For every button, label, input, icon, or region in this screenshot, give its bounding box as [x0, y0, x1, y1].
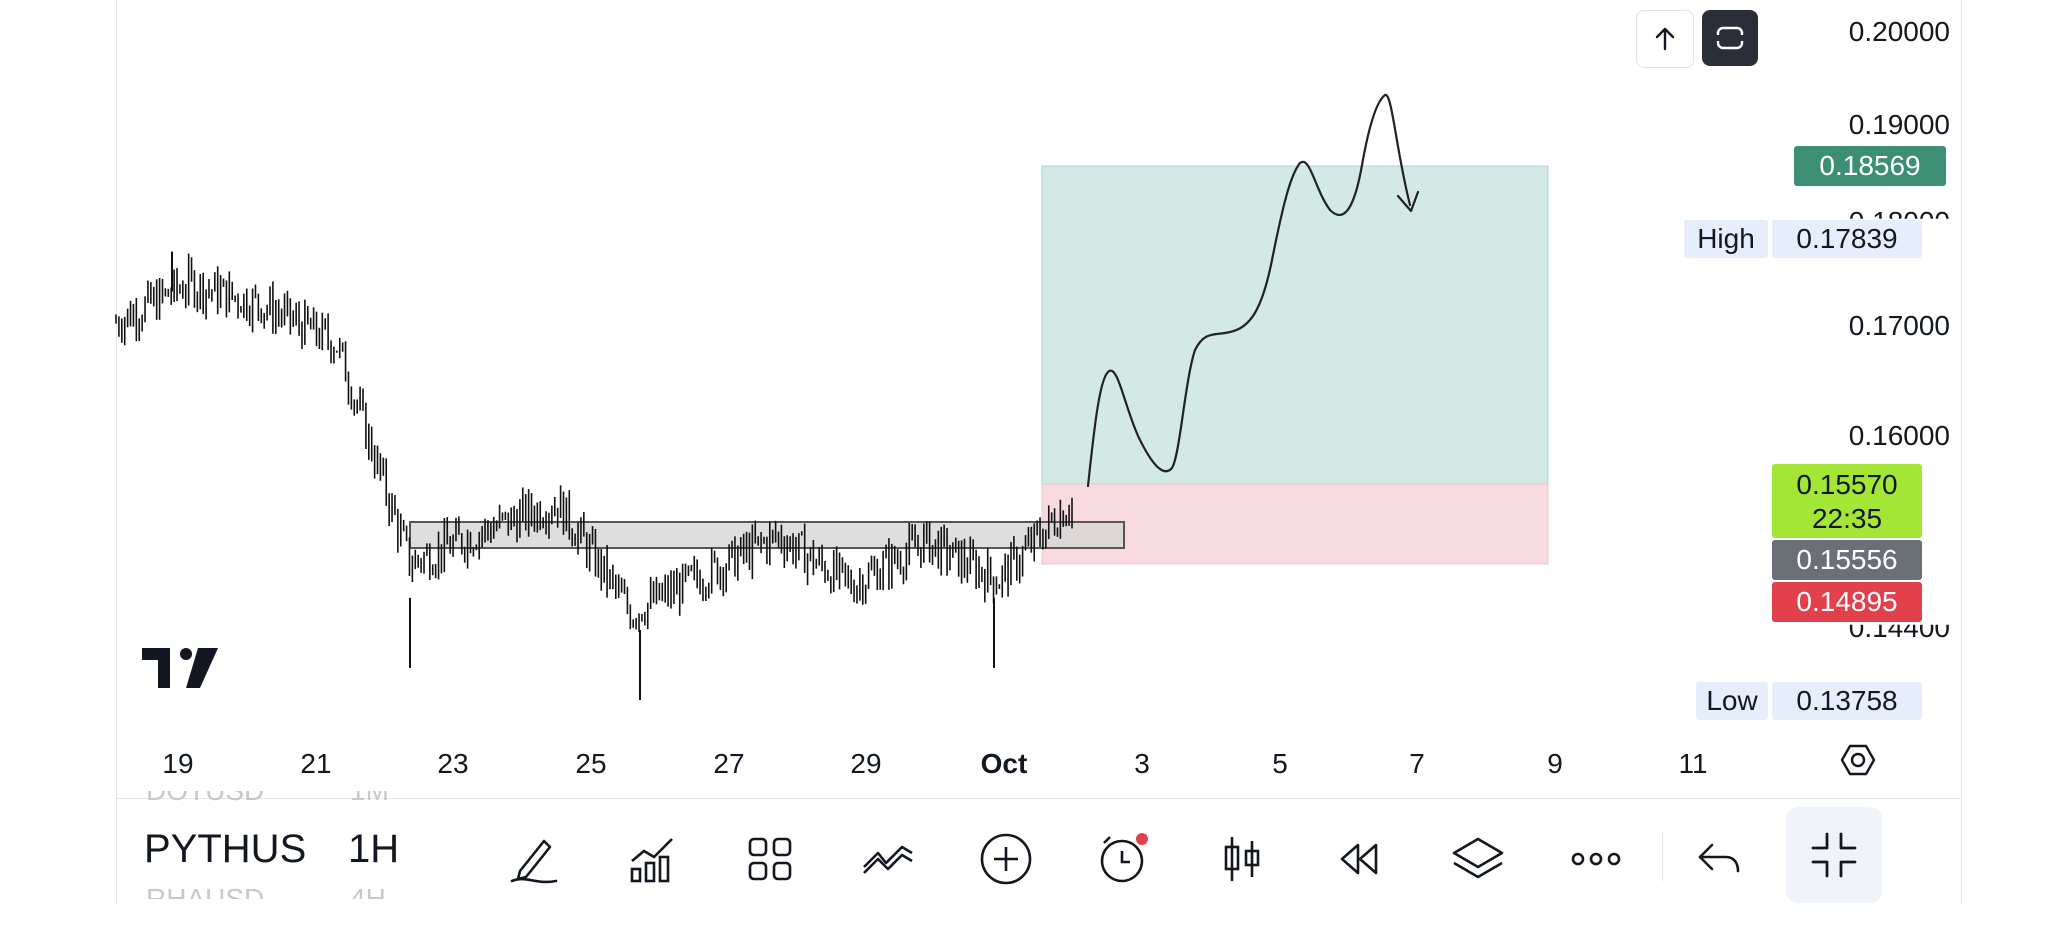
fullscreen-icon	[1716, 26, 1744, 50]
undo-button[interactable]	[1690, 829, 1750, 889]
profit-zone	[1041, 165, 1549, 485]
chart-type-button[interactable]	[1212, 829, 1272, 889]
toolbar-divider	[1662, 833, 1663, 881]
replay-icon	[1340, 843, 1378, 875]
low-value: 0.13758	[1772, 682, 1922, 720]
compare-icon	[863, 845, 913, 874]
x-axis-label: 11	[1678, 748, 1708, 779]
x-axis-label: 5	[1272, 748, 1288, 779]
layers-icon	[1452, 837, 1504, 879]
loss-zone	[1041, 483, 1549, 565]
exit-fullscreen-icon	[1811, 832, 1857, 878]
chart-canvas[interactable]	[0, 0, 2048, 800]
draw-button[interactable]	[504, 829, 564, 889]
fullscreen-button[interactable]	[1702, 10, 1758, 66]
x-axis-label: 3	[1134, 748, 1150, 779]
x-axis-label: 21	[300, 748, 332, 779]
y-axis-label: 0.17000	[1848, 310, 1950, 341]
y-axis-label: 0.20000	[1848, 16, 1950, 47]
low-label: Low	[1696, 682, 1768, 720]
target-price-tag: 0.18569	[1794, 146, 1946, 186]
arrow-up-icon	[1655, 27, 1675, 51]
x-axis-label: 7	[1409, 748, 1425, 779]
stop-price-tag: 0.14895	[1772, 582, 1922, 622]
current-price: 0.15570	[1796, 469, 1898, 500]
chart-frame[interactable]	[116, 0, 1962, 904]
projection-drawing	[1086, 93, 1420, 488]
interval-selector[interactable]: 1H	[348, 827, 400, 871]
draw-icon	[510, 839, 558, 884]
settings-icon[interactable]	[1838, 740, 1878, 780]
compare-button[interactable]	[858, 829, 918, 889]
x-axis-label: 9	[1547, 748, 1563, 779]
add-button[interactable]	[976, 829, 1036, 889]
x-axis-label: 27	[713, 748, 745, 779]
indicators-button[interactable]	[622, 829, 682, 889]
templates-icon	[748, 837, 792, 881]
interval-next: 4H	[350, 883, 386, 914]
symbol-next: RHAUSD	[146, 883, 265, 914]
price-candles	[115, 251, 1073, 700]
high-label: High	[1684, 220, 1768, 258]
candle-countdown: 22:35	[1811, 503, 1883, 534]
layers-button[interactable]	[1448, 829, 1508, 889]
scroll-to-latest-button[interactable]	[1636, 10, 1694, 68]
symbol-prev: DOTUSD	[146, 791, 264, 807]
x-axis-label: 19	[162, 748, 194, 779]
alert-button[interactable]	[1094, 829, 1154, 889]
x-axis-label: 29	[850, 748, 882, 779]
entry-price-tag: 0.15556	[1772, 540, 1922, 580]
symbol-name[interactable]: PYTHUS	[144, 827, 307, 871]
y-axis-label: 0.16000	[1848, 420, 1950, 451]
bottom-toolbar: DOTUSD 1M PYTHUS 1H RHAUSD 4H	[116, 791, 1960, 907]
interval-prev: 1M	[350, 791, 389, 807]
add-icon	[980, 833, 1032, 885]
x-axis-label: 23	[437, 748, 469, 779]
y-axis-label: 0.14400	[1848, 612, 1950, 643]
replay-button[interactable]	[1330, 829, 1390, 889]
high-value: 0.17839	[1772, 220, 1922, 258]
x-axis-label: 25	[575, 748, 607, 779]
templates-button[interactable]	[740, 829, 800, 889]
more-icon	[1571, 852, 1621, 866]
tradingview-logo	[142, 648, 218, 688]
indicators-icon	[630, 838, 673, 883]
alert-icon	[1100, 833, 1148, 883]
more-button[interactable]	[1566, 829, 1626, 889]
undo-icon	[1698, 843, 1740, 873]
y-axis-label: 0.19000	[1848, 109, 1950, 140]
chart-type-icon	[1224, 837, 1260, 881]
current-price-tag: 0.15570 22:35	[1772, 464, 1922, 538]
exit-fullscreen-button[interactable]	[1786, 807, 1882, 903]
y-axis-label: 0.18000	[1849, 206, 1950, 219]
x-axis-label: Oct	[980, 748, 1028, 779]
